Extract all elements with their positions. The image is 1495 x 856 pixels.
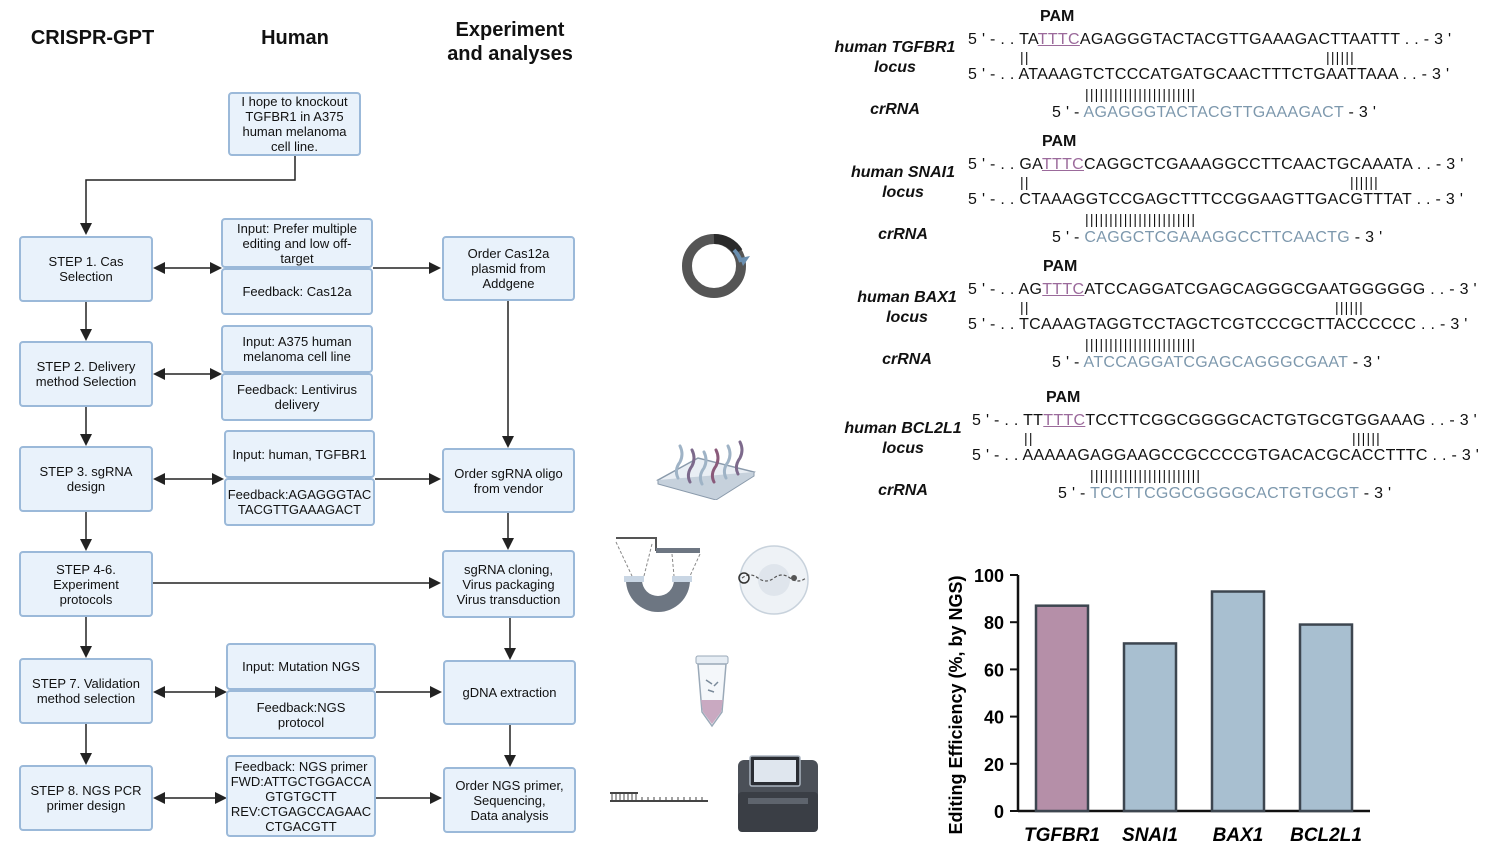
human-header: Human (261, 27, 329, 49)
crrna-label: crRNA (878, 226, 928, 243)
y-tick-label: 80 (984, 613, 1004, 633)
top-strand: 5 ' - . . TTTTTCTCCTTCGGCGGGGCACTGTGCGTG… (972, 412, 1477, 429)
x-tick-label: BCL2L1 (1290, 825, 1362, 846)
experiment-header: Experiment and analyses (447, 19, 573, 65)
x-tick-label: BAX1 (1213, 825, 1264, 846)
crrna-pair-bars: ||||||||||||||||||||||| (1090, 467, 1202, 483)
input-multiple-editing: Input: Prefer multiple editing and low of… (221, 218, 373, 268)
bottom-strand: 5 ' - . . TCAAAGTAGGTCCTAGCTCGTCCCGCTTAC… (968, 316, 1468, 333)
gdna-extraction: gDNA extraction (443, 660, 576, 725)
pam-sequence: TTTC (1043, 412, 1086, 429)
bar (1034, 604, 1090, 813)
base-pair-bars-left: || (1020, 174, 1030, 190)
pam-sequence: TTTC (1042, 281, 1085, 298)
bottom-strand: 5 ' - . . AAAAAGAGGAAGCCGCCCCGTGACACGCAC… (972, 447, 1480, 464)
pam-label: PAM (1046, 389, 1081, 406)
locus-label: human BAX1 locus (857, 289, 957, 326)
step-3-sgrna-design: STEP 3. sgRNA design (19, 446, 153, 512)
top-strand: 5 ' - . . TATTTCAGAGGGTACTACGTTGAAAGACTT… (968, 31, 1452, 48)
top-strand: 5 ' - . . AGTTTCATCCAGGATCGAGCAGGGCGAATG… (968, 281, 1477, 298)
step-2-delivery-method: STEP 2. Delivery method Selection (19, 341, 153, 407)
bar (1122, 642, 1178, 813)
knockout-request-box: I hope to knockout TGFBR1 in A375 human me… (228, 92, 361, 156)
crrna-pair-bars: ||||||||||||||||||||||| (1085, 86, 1197, 102)
feedback-cas12a: Feedback: Cas12a (221, 268, 373, 315)
step-4-6-experiment-protocols: STEP 4-6. Experiment protocols (19, 551, 153, 617)
crrna-sequence: 5 ' - TCCTTCGGCGGGGCACTGTGCGT - 3 ' (1058, 485, 1392, 502)
bar (1210, 590, 1266, 813)
sgrna-cloning-virus: sgRNA cloning, Virus packaging Virus trans… (442, 550, 575, 618)
base-pair-bars-left: || (1020, 299, 1030, 315)
base-pair-bars-right: |||||| (1335, 299, 1365, 315)
pam-label: PAM (1043, 258, 1078, 275)
crrna-label: crRNA (870, 101, 920, 118)
pam-label: PAM (1042, 133, 1077, 150)
bottom-strand: 5 ' - . . CTAAAGGTCCGAGCTTTCCGGAAGTTGACG… (968, 191, 1464, 208)
oligo-array-icon (656, 440, 756, 500)
base-pair-bars-right: |||||| (1352, 430, 1382, 446)
crrna-pair-bars: ||||||||||||||||||||||| (1085, 211, 1197, 227)
step-1-cas-selection: STEP 1. Cas Selection (19, 236, 153, 302)
locus-label: human TGFBR1 locus (834, 39, 956, 76)
y-axis-label: Editing Efficiency (%, by NGS) (946, 575, 966, 834)
bottom-strand: 5 ' - . . ATAAAGTCTCCCATGATGCAACTTTCTGAA… (968, 66, 1450, 83)
feedback-sgrna-sequence: Feedback:AGAGGGTAC TACGTTGAAAGACT (224, 478, 375, 526)
feedback-ngs-primer: Feedback: NGS primer FWD:ATTGCTGGACCA GTGT… (226, 755, 376, 837)
base-pair-bars-left: || (1020, 49, 1030, 65)
step-7-validation-method: STEP 7. Validation method selection (19, 658, 153, 724)
y-tick-label: 100 (974, 566, 1004, 586)
editing-efficiency-chart: 0 20 40 60 80 100 TGFBR1 SNAI1 BAX1 BCL2L1 Editing… (946, 566, 1370, 846)
crrna-sequence: 5 ' - AGAGGGTACTACGTTGAAAGACT - 3 ' (1052, 104, 1377, 121)
feedback-ngs-protocol: Feedback:NGS protocol (226, 690, 376, 739)
pam-sequence: TTTC (1037, 31, 1080, 48)
crrna-label: crRNA (878, 482, 928, 499)
y-tick-label: 60 (984, 660, 1004, 680)
cell-transduction-icon (738, 545, 809, 615)
dna-primer-icon (610, 792, 708, 802)
y-tick-label: 20 (984, 755, 1004, 775)
order-ngs-primer: Order NGS primer, Sequencing, Data analysi… (443, 767, 576, 833)
crrna-pair-bars: ||||||||||||||||||||||| (1085, 336, 1197, 352)
crrna-sequence: 5 ' - CAGGCTCGAAAGGCCTTCAACTG - 3 ' (1052, 229, 1383, 246)
crrna-label: crRNA (882, 351, 932, 368)
tube-icon (695, 655, 729, 728)
pam-label: PAM (1040, 8, 1075, 25)
order-cas12a-plasmid: Order Cas12a plasmid from Addgene (442, 236, 575, 301)
bar (1298, 623, 1354, 813)
crispr-gpt-header: CRISPR-GPT (30, 27, 155, 49)
y-tick-label: 40 (984, 708, 1004, 728)
top-strand: 5 ' - . . GATTTCCAGGCTCGAAAGGCCTTCAACTGC… (968, 156, 1464, 173)
feedback-lentivirus: Feedback: Lentivirus delivery (221, 373, 373, 421)
locus-label: human BCL2L1 locus (844, 420, 962, 457)
x-tick-label: TGFBR1 (1024, 825, 1100, 846)
base-pair-bars-right: |||||| (1326, 49, 1356, 65)
locus-label: human SNAI1 locus (850, 164, 955, 201)
input-human-tgfbr1: Input: human, TGFBR1 (224, 430, 375, 478)
order-sgrna-oligo: Order sgRNA oligo from vendor (442, 448, 575, 513)
plasmid-icon (682, 234, 750, 298)
input-a375-cell-line: Input: A375 human melanoma cell line (221, 325, 373, 373)
crrna-sequence: 5 ' - ATCCAGGATCGAGCAGGGCGAAT - 3 ' (1052, 354, 1381, 371)
base-pair-bars-left: || (1024, 430, 1034, 446)
virus-packaging-icon (615, 537, 701, 612)
step-8-ngs-pcr-primer: STEP 8. NGS PCR primer design (19, 765, 153, 831)
y-tick-label: 0 (994, 802, 1004, 822)
base-pair-bars-right: |||||| (1350, 174, 1380, 190)
flowchart-connectors (80, 155, 516, 804)
input-mutation-ngs: Input: Mutation NGS (226, 643, 376, 690)
pam-sequence: TTTC (1041, 156, 1085, 173)
sequencer-icon (738, 755, 818, 832)
x-tick-label: SNAI1 (1122, 825, 1178, 846)
